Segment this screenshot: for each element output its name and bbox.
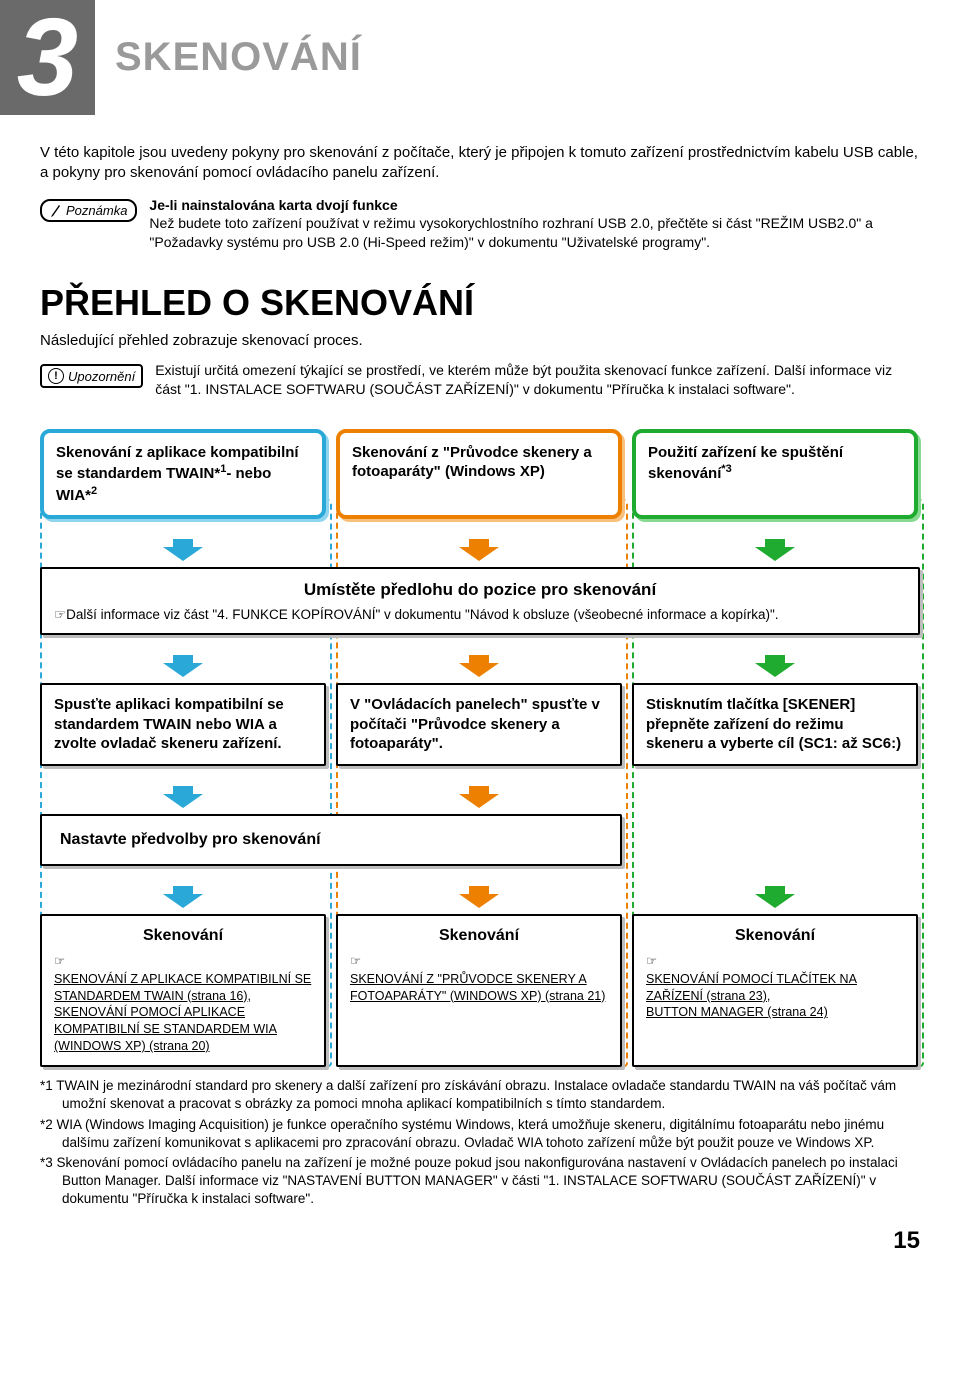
arrow-down-icon [459, 655, 499, 677]
arrow-down-icon [459, 539, 499, 561]
arrows-4 [40, 886, 920, 908]
flow-row-2: Umístěte předlohu do pozice pro skenován… [40, 567, 920, 635]
arrow-down-icon [163, 655, 203, 677]
flowchart: Skenování z aplikace kompatibilní se sta… [40, 429, 920, 1067]
result-title: Skenování [646, 926, 904, 947]
section-heading: PŘEHLED O SKENOVÁNÍ [40, 282, 920, 324]
link-wia-scan[interactable]: SKENOVÁNÍ POMOCÍ APLIKACE KOMPATIBILNÍ S… [54, 1004, 312, 1055]
note-label: Poznámka [66, 203, 127, 218]
link-button-manager[interactable]: BUTTON MANAGER (strana 24) [646, 1004, 904, 1021]
note-bold: Je-li nainstalována karta dvojí funkce [149, 196, 920, 215]
start-box-device: Použití zařízení ke spuštění skenování*3 [632, 429, 918, 520]
page-number: 15 [40, 1227, 920, 1255]
pencil-icon [50, 203, 62, 217]
warning-label: Upozornění [68, 369, 135, 384]
flow-row-5: Skenování ☞ SKENOVÁNÍ Z APLIKACE KOMPATIB… [40, 914, 920, 1067]
start-box-twain: Skenování z aplikace kompatibilní se sta… [40, 429, 326, 520]
arrow-down-icon [755, 886, 795, 908]
link-prefix: ☞ [54, 954, 65, 968]
step-set-prefs: Nastavte předvolby pro skenování [40, 814, 622, 867]
step-place-original: Umístěte předlohu do pozice pro skenován… [40, 567, 920, 635]
result-box-twain: Skenování ☞ SKENOVÁNÍ Z APLIKACE KOMPATIB… [40, 914, 326, 1067]
step-launch-app: Spusťte aplikaci kompatibilní se standar… [40, 683, 326, 766]
chapter-title: SKENOVÁNÍ [115, 35, 362, 80]
footnote-2: *2 WIA (Windows Imaging Acquisition) je … [40, 1116, 920, 1152]
step-place-title: Umístěte předlohu do pozice pro skenován… [54, 579, 906, 601]
arrow-down-icon [163, 886, 203, 908]
arrow-down-icon [163, 786, 203, 808]
warning-block: ! Upozornění Existují určitá omezení týk… [40, 361, 920, 399]
arrow-down-icon [459, 886, 499, 908]
flow-row-4: Nastavte předvolby pro skenování [40, 814, 920, 867]
arrows-2 [40, 655, 920, 677]
start-box-wizard: Skenování z "Průvodce skenery a fotoapar… [336, 429, 622, 520]
link-twain-scan[interactable]: SKENOVÁNÍ Z APLIKACE KOMPATIBILNÍ SE STA… [54, 971, 312, 1005]
link-prefix: ☞ [646, 954, 657, 968]
note-body: Je-li nainstalována karta dvojí funkce N… [149, 196, 920, 253]
warning-icon: ! [48, 368, 64, 384]
result-box-wizard: Skenování ☞ SKENOVÁNÍ Z "PRŮVODCE SKENERY… [336, 914, 622, 1067]
warning-body: Existují určitá omezení týkající se pros… [155, 361, 920, 399]
flow-row-1: Skenování z aplikace kompatibilní se sta… [40, 429, 920, 520]
chapter-header: 3 SKENOVÁNÍ [0, 0, 920, 115]
footnotes: *1 TWAIN je mezinárodní standard pro ske… [40, 1077, 920, 1209]
result-title: Skenování [350, 926, 608, 947]
link-device-scan[interactable]: SKENOVÁNÍ POMOCÍ TLAČÍTEK NA ZAŘÍZENÍ (s… [646, 971, 904, 1005]
arrow-down-icon [163, 539, 203, 561]
arrow-down-icon [755, 655, 795, 677]
arrow-down-icon [755, 539, 795, 561]
chapter-number-badge: 3 [0, 0, 95, 115]
note-badge: Poznámka [40, 199, 137, 222]
arrows-3 [40, 786, 920, 808]
step-press-scanner: Stisknutím tlačítka [SKENER] přepněte za… [632, 683, 918, 766]
footnote-1: *1 TWAIN je mezinárodní standard pro ske… [40, 1077, 920, 1113]
result-box-device: Skenování ☞ SKENOVÁNÍ POMOCÍ TLAČÍTEK NA … [632, 914, 918, 1067]
result-title: Skenování [54, 926, 312, 947]
flow-row-3: Spusťte aplikaci kompatibilní se standar… [40, 683, 920, 766]
arrows-1 [40, 539, 920, 561]
intro-paragraph: V této kapitole jsou uvedeny pokyny pro … [40, 143, 920, 184]
step-launch-wizard: V "Ovládacích panelech" spusťte v počíta… [336, 683, 622, 766]
step-place-sub: ☞Další informace viz část "4. FUNKCE KOP… [54, 606, 906, 624]
arrow-down-icon [459, 786, 499, 808]
note-text: Než budete toto zařízení používat v reži… [149, 215, 872, 250]
section-subtext: Následující přehled zobrazuje skenovací … [40, 332, 920, 349]
footnote-3: *3 Skenování pomocí ovládacího panelu na… [40, 1154, 920, 1209]
link-wizard-scan[interactable]: SKENOVÁNÍ Z "PRŮVODCE SKENERY A FOTOAPAR… [350, 971, 608, 1005]
note-block: Poznámka Je-li nainstalována karta dvojí… [40, 196, 920, 253]
warning-badge: ! Upozornění [40, 364, 143, 388]
step-set-prefs-title: Nastavte předvolby pro skenování [60, 831, 321, 848]
link-prefix: ☞ [350, 954, 361, 968]
